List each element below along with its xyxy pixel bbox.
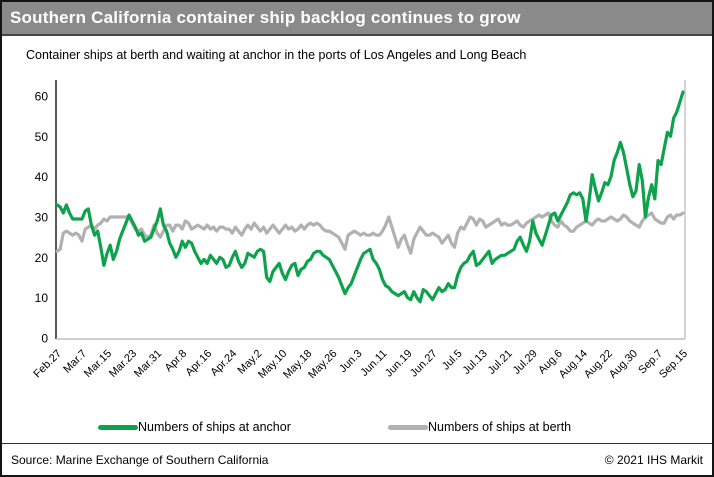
x-axis-tick-labels: Feb.27Mar.7Mar.15Mar.23Mar.31Apr.8Apr.16… <box>31 348 690 381</box>
x-tick-label: Jun.19 <box>383 348 415 380</box>
berth-line-swatch-icon <box>388 424 428 430</box>
y-tick-label: 0 <box>41 332 48 346</box>
x-tick-label: Jun.27 <box>408 348 440 380</box>
y-axis-tick-labels: 0 10 20 30 40 50 60 <box>35 90 49 346</box>
x-tick-label: Feb.27 <box>31 348 64 381</box>
x-tick-label: Mar.31 <box>132 348 164 380</box>
copyright-note: © 2021 IHS Markit <box>604 452 703 467</box>
title-bar: Southern California container ship backl… <box>2 2 712 36</box>
series-lines <box>55 90 685 304</box>
y-tick-label: 10 <box>35 291 49 305</box>
source-note: Source: Marine Exchange of Southern Cali… <box>11 452 269 467</box>
anchor-series-line <box>55 90 685 304</box>
y-tick-label: 50 <box>35 130 49 144</box>
x-tick-label: Aug.30 <box>607 348 640 381</box>
x-tick-label: Apr.16 <box>183 348 214 379</box>
anchor-line-swatch-icon <box>98 424 138 430</box>
x-tick-label: Jul.13 <box>461 348 490 377</box>
chart-legend: Numbers of ships at anchor Numbers of sh… <box>2 420 712 440</box>
legend-item-berth: Numbers of ships at berth <box>388 420 571 434</box>
x-tick-label: May.26 <box>306 348 339 381</box>
footer-bar: Source: Marine Exchange of Southern Cali… <box>2 443 712 475</box>
y-tick-label: 60 <box>35 90 49 104</box>
legend-item-anchor: Numbers of ships at anchor <box>98 420 291 434</box>
x-tick-label: Apr.24 <box>208 348 239 379</box>
x-tick-label: Jul.29 <box>511 348 540 377</box>
y-tick-label: 40 <box>35 170 49 184</box>
chart-subtitle: Container ships at berth and waiting at … <box>26 48 527 62</box>
y-tick-label: 30 <box>35 211 49 225</box>
x-tick-label: Jul.21 <box>486 348 515 377</box>
legend-label-anchor: Numbers of ships at anchor <box>138 420 291 434</box>
page-title: Southern California container ship backl… <box>10 8 521 27</box>
legend-label-berth: Numbers of ships at berth <box>428 420 572 434</box>
berth-series-line <box>55 211 685 255</box>
y-tick-label: 20 <box>35 251 49 265</box>
x-tick-label: Sep.15 <box>657 348 690 381</box>
